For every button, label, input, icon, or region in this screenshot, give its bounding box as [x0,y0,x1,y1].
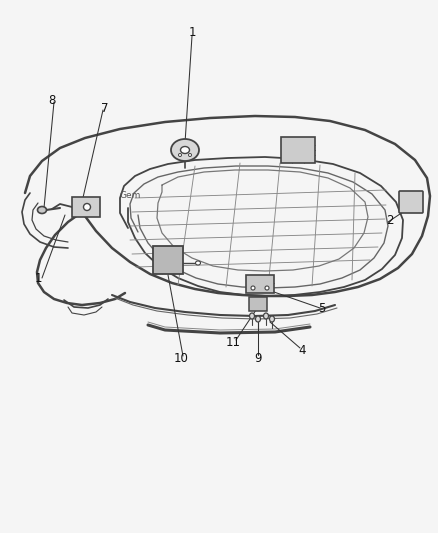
Ellipse shape [250,313,254,319]
Bar [153,246,183,274]
Text: 10: 10 [173,351,188,365]
Text: 1: 1 [188,27,196,39]
Text: 2: 2 [386,214,394,228]
Bar [281,137,315,163]
Ellipse shape [188,154,191,157]
Text: 9: 9 [254,351,262,365]
Bar [72,197,100,217]
FancyBboxPatch shape [399,191,423,213]
Ellipse shape [269,316,275,322]
Ellipse shape [171,139,199,161]
Ellipse shape [264,313,268,319]
Ellipse shape [255,316,261,322]
Text: 5: 5 [318,302,326,314]
Ellipse shape [265,286,269,290]
Ellipse shape [84,204,91,211]
Text: 11: 11 [226,335,240,349]
Text: 4: 4 [298,343,306,357]
Ellipse shape [251,286,255,290]
Ellipse shape [195,261,201,265]
Bar [246,275,274,293]
Text: Gem: Gem [119,191,141,200]
Text: 8: 8 [48,93,56,107]
Text: 1: 1 [34,272,42,286]
Ellipse shape [180,147,190,154]
Ellipse shape [38,206,46,214]
Bar [249,297,267,311]
Ellipse shape [179,154,181,157]
Text: 7: 7 [101,101,109,115]
